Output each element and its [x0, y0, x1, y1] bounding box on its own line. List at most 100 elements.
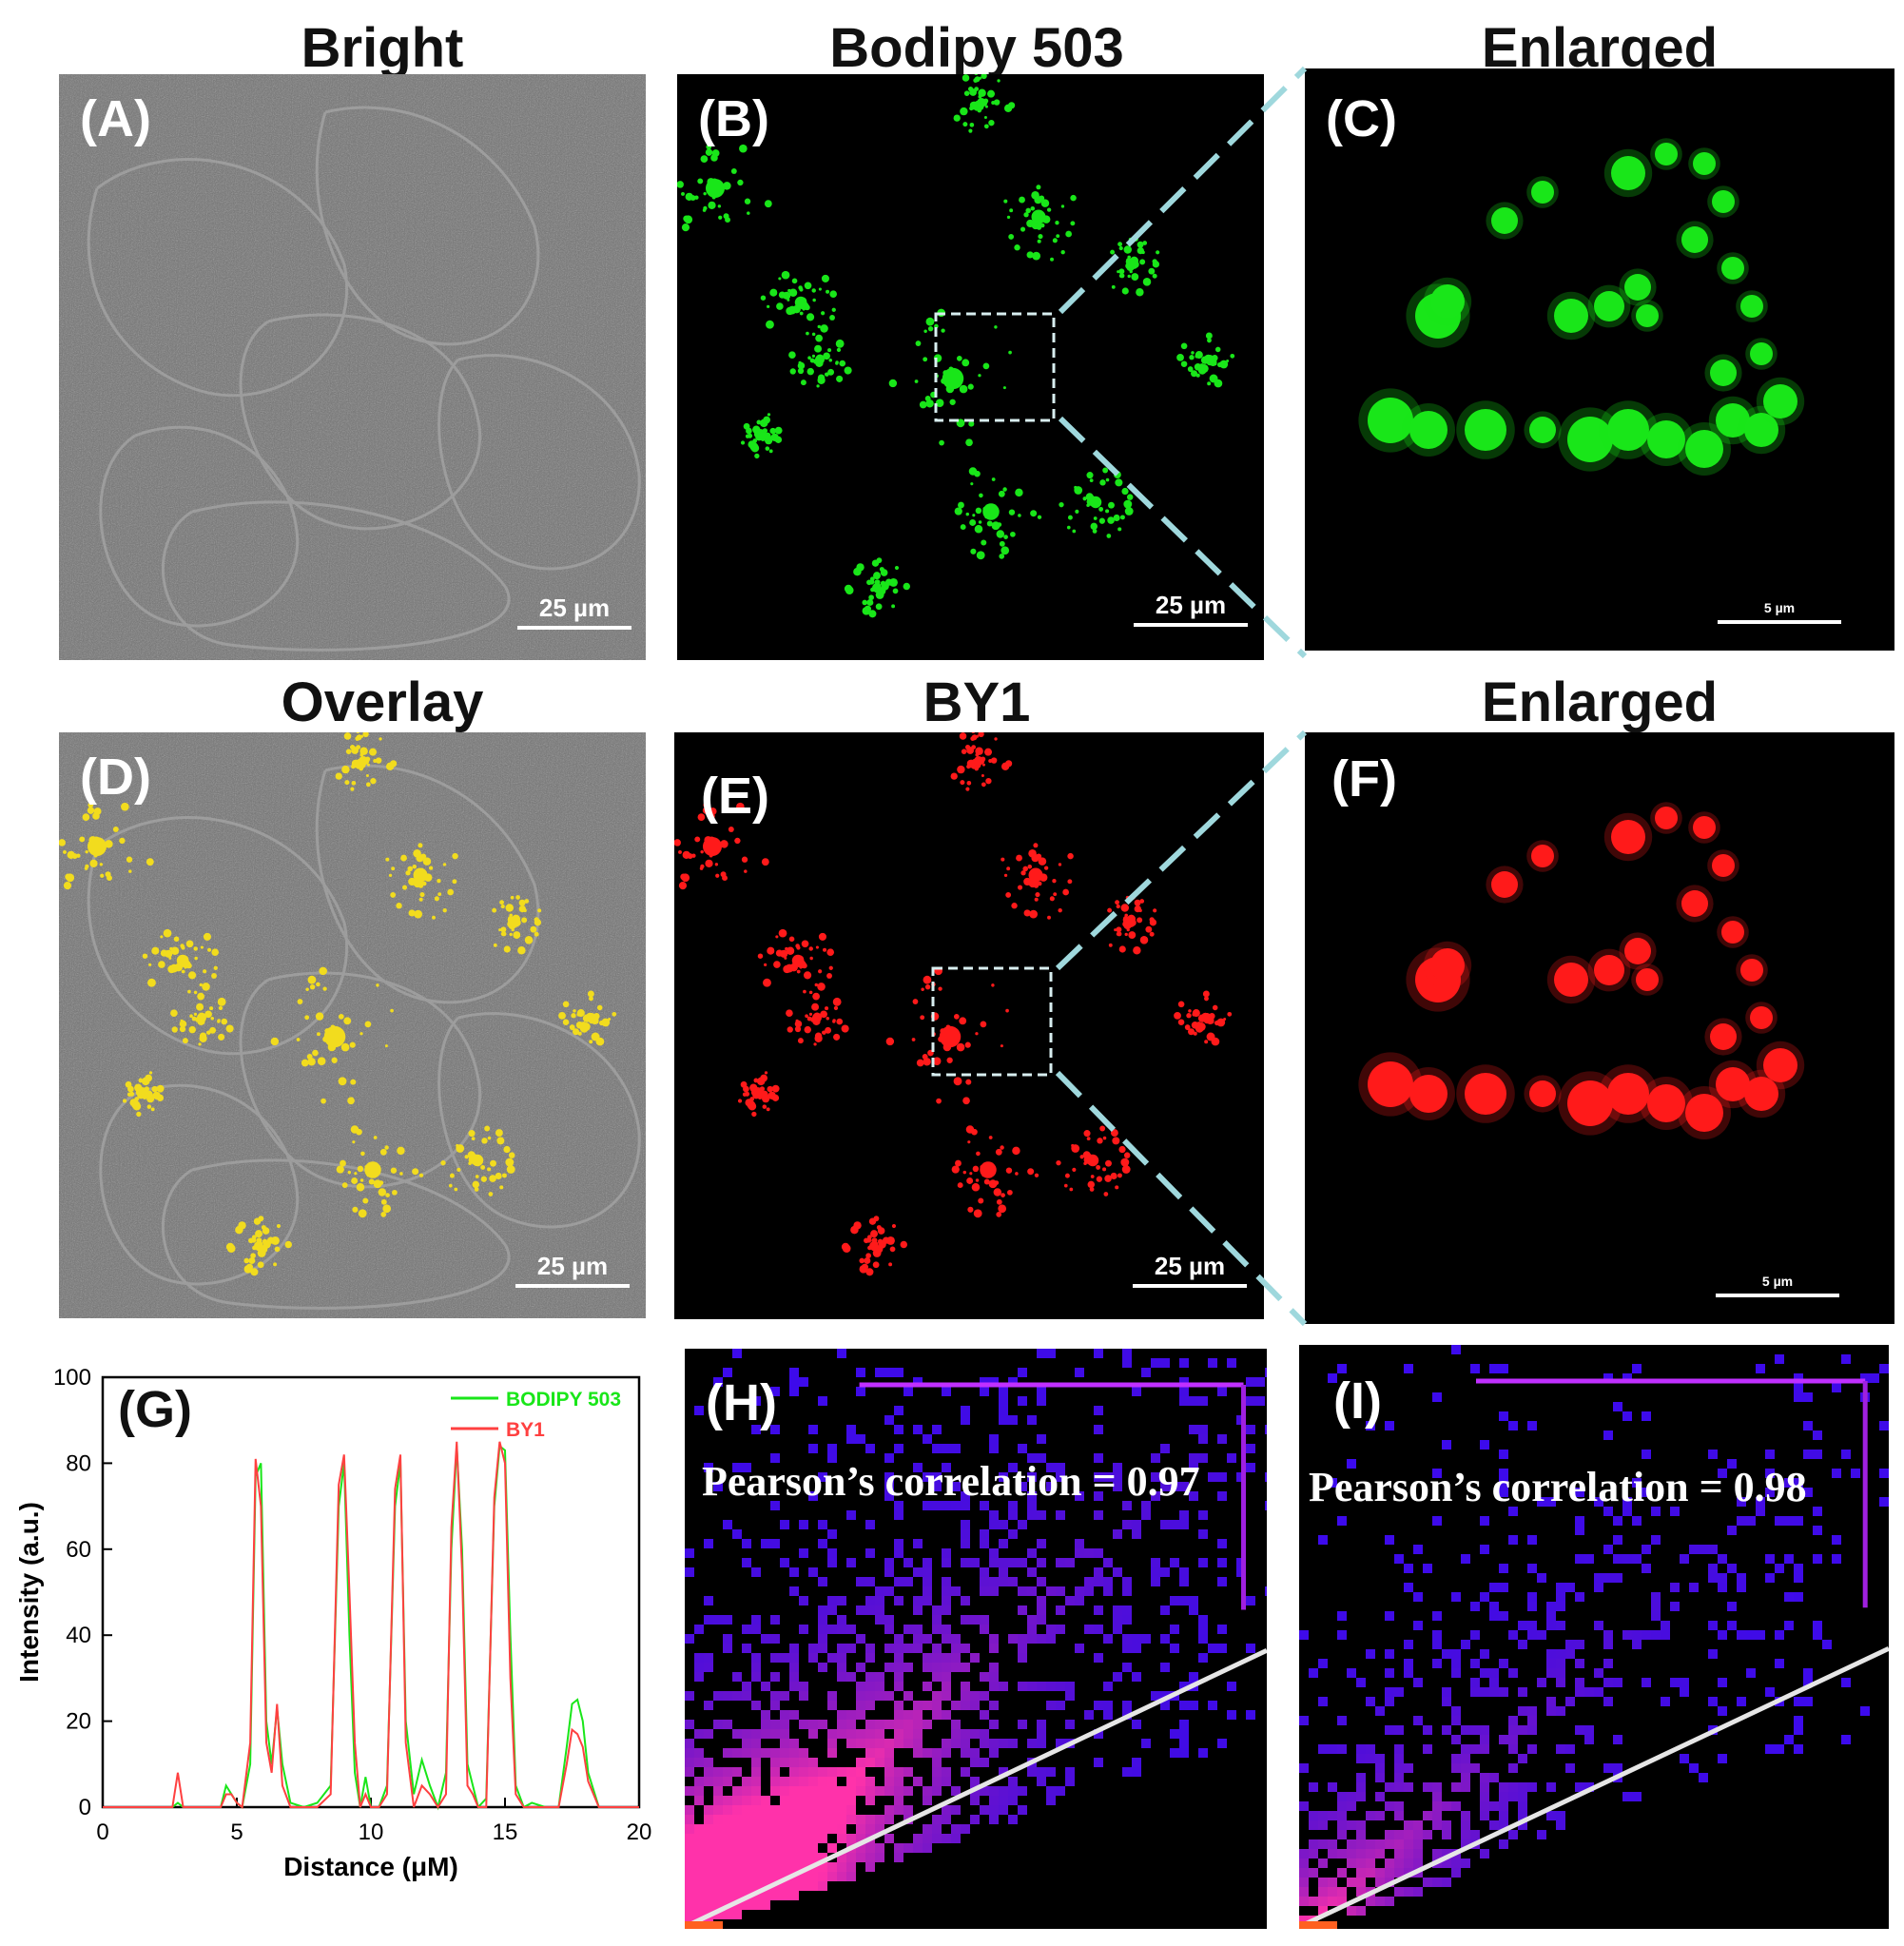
heatmap-cell — [1189, 1605, 1198, 1615]
lipid-droplet — [1102, 1167, 1107, 1172]
lipid-droplet — [274, 1246, 281, 1253]
pearson-correlation-i: Pearson’s correlation = 0.98 — [1309, 1464, 1807, 1510]
heatmap-cell — [1565, 1583, 1575, 1592]
heatmap-cell — [799, 1815, 808, 1824]
lipid-droplet — [1033, 843, 1039, 848]
scale-bar-f: 5 µm — [1716, 1275, 1839, 1297]
heatmap-cell — [1046, 1625, 1056, 1634]
lipid-droplet — [978, 374, 981, 378]
lipid-droplet — [534, 931, 539, 937]
heatmap-cell — [1198, 1748, 1208, 1758]
lipid-droplet — [562, 1019, 570, 1025]
heatmap-cell — [932, 1748, 942, 1758]
lipid-droplet — [764, 200, 772, 208]
lipid-droplet — [971, 745, 977, 749]
heatmap-cell — [1527, 1782, 1537, 1792]
heatmap-cell — [723, 1615, 732, 1625]
heatmap-cell — [1432, 1792, 1442, 1801]
lipid-droplet — [1102, 1136, 1107, 1140]
heatmap-cell — [1461, 1773, 1470, 1782]
lipid-droplet — [1594, 291, 1624, 321]
lipid-droplet — [518, 899, 526, 906]
heatmap-cell — [1603, 1507, 1613, 1516]
heatmap-cell — [1065, 1691, 1075, 1701]
heatmap-cell — [1851, 1469, 1860, 1478]
heatmap-cell — [894, 1548, 903, 1558]
heatmap-cell — [875, 1758, 884, 1767]
heatmap-cell — [980, 1615, 989, 1625]
lipid-droplet — [312, 1049, 319, 1057]
lipid-droplet — [1207, 338, 1212, 343]
heatmap-cell — [751, 1567, 761, 1577]
heatmap-cell — [780, 1843, 789, 1853]
heatmap-cell — [1037, 1539, 1046, 1548]
lipid-droplet — [185, 940, 194, 948]
heatmap-cell — [1584, 1554, 1594, 1564]
heatmap-cell — [1756, 1497, 1765, 1507]
heatmap-cell — [1537, 1630, 1546, 1640]
lipid-droplet — [199, 983, 204, 987]
lipid-droplet — [359, 766, 364, 771]
heatmap-cell — [827, 1767, 837, 1777]
heatmap-cell — [1375, 1792, 1385, 1801]
lipid-droplet — [880, 569, 888, 576]
heatmap-cell — [1027, 1625, 1037, 1634]
heatmap-cell — [1841, 1735, 1851, 1744]
lipid-droplet — [869, 1241, 879, 1251]
heatmap-cell — [1860, 1373, 1870, 1383]
heatmap-cell — [1318, 1858, 1328, 1868]
heatmap-cell — [989, 1634, 999, 1644]
heatmap-cell — [846, 1796, 856, 1805]
heatmap-cell — [1499, 1659, 1508, 1668]
heatmap-cell — [1546, 1782, 1556, 1792]
lipid-droplet — [105, 871, 111, 878]
heatmap-cell — [1803, 1678, 1813, 1687]
lipid-droplet — [362, 1197, 369, 1204]
lipid-droplet — [206, 1030, 210, 1035]
heatmap-cell — [980, 1786, 989, 1796]
heatmap-cell — [1037, 1510, 1046, 1520]
heatmap-cell — [942, 1463, 951, 1472]
heatmap-cell — [789, 1767, 799, 1777]
heatmap-cell — [1803, 1697, 1813, 1706]
heatmap-cell — [1103, 1710, 1113, 1720]
lipid-droplet — [996, 530, 1005, 538]
heatmap-cell — [865, 1758, 875, 1767]
lipid-droplet — [1647, 1084, 1685, 1122]
lipid-droplet — [797, 367, 805, 375]
heatmap-cell — [827, 1605, 837, 1615]
heatmap-cell — [1813, 1630, 1822, 1640]
heatmap-cell — [1056, 1510, 1065, 1520]
lipid-droplet — [1491, 207, 1518, 234]
heatmap-cell — [1803, 1421, 1813, 1430]
heatmap-cell — [1375, 1811, 1385, 1820]
heatmap-cell — [884, 1834, 894, 1843]
lipid-droplet — [1207, 381, 1212, 386]
heatmap-cell — [1765, 1488, 1775, 1497]
heatmap-cell — [999, 1520, 1008, 1529]
lipid-droplet — [414, 909, 423, 919]
heatmap-cell — [799, 1805, 808, 1815]
lipid-droplet — [581, 1022, 591, 1031]
heatmap-cell — [704, 1891, 713, 1900]
lipid-droplet — [569, 1024, 575, 1030]
lipid-droplet — [959, 1017, 967, 1025]
lipid-droplet — [270, 1236, 280, 1245]
heatmap-cell — [1442, 1440, 1451, 1450]
heatmap-cell — [1356, 1792, 1366, 1801]
lipid-droplet — [1693, 816, 1716, 839]
heatmap-cell — [1056, 1472, 1065, 1482]
heatmap-cell — [1575, 1782, 1584, 1792]
heatmap-cell — [865, 1796, 875, 1805]
lipid-droplet — [963, 90, 970, 96]
lipid-droplet — [151, 1085, 158, 1093]
lipid-droplet — [1137, 246, 1144, 255]
lipid-droplet — [808, 946, 813, 951]
lipid-droplet — [1153, 908, 1157, 913]
heatmap-cell — [818, 1577, 827, 1586]
heatmap-cell — [732, 1805, 742, 1815]
heatmap-cell — [1122, 1701, 1132, 1710]
heatmap-cell — [1328, 1878, 1337, 1887]
heatmap-cell — [1008, 1815, 1018, 1824]
heatmap-cell — [1803, 1668, 1813, 1678]
